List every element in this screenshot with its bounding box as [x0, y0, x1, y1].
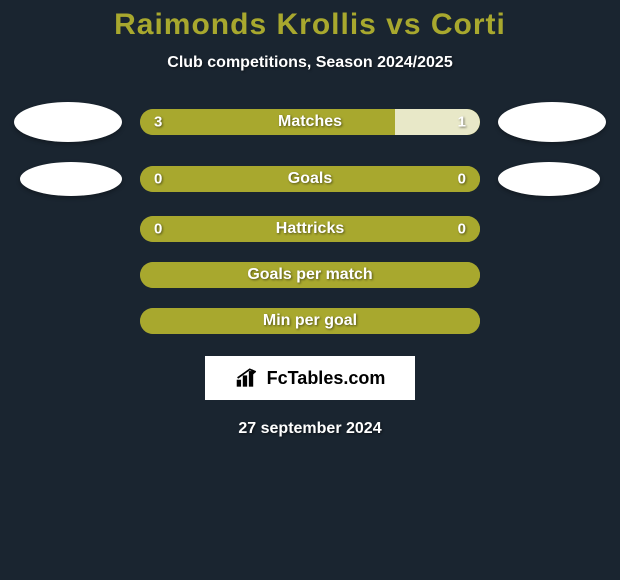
player-avatar-right — [498, 162, 600, 196]
page-title: Raimonds Krollis vs Corti — [114, 8, 506, 42]
date-label: 27 september 2024 — [238, 420, 381, 438]
stat-value-right: 0 — [458, 171, 466, 188]
stat-label: Min per goal — [263, 312, 357, 330]
bar-fill-right — [395, 109, 480, 135]
stat-label: Hattricks — [276, 220, 344, 238]
stat-bar: Goals per match — [140, 262, 480, 288]
stat-row: Goals per match — [0, 262, 620, 288]
stat-row: Min per goal — [0, 308, 620, 334]
stat-label: Goals — [288, 170, 332, 188]
chart-icon — [235, 367, 261, 389]
stat-row: Matches 3 1 — [0, 102, 620, 142]
stat-row: Hattricks 0 0 — [0, 216, 620, 242]
stat-bar: Matches 3 1 — [140, 109, 480, 135]
stat-label: Matches — [278, 113, 342, 131]
stat-value-right: 0 — [458, 221, 466, 238]
stat-bar: Hattricks 0 0 — [140, 216, 480, 242]
stat-rows: Matches 3 1 Goals 0 0 Hattricks 0 0 Goals per mat… — [0, 102, 620, 334]
comparison-container: Raimonds Krollis vs Corti Club competiti… — [0, 0, 620, 580]
stat-value-right: 1 — [458, 114, 466, 131]
logo-box: FcTables.com — [205, 356, 415, 400]
stat-row: Goals 0 0 — [0, 162, 620, 196]
stat-label: Goals per match — [247, 266, 372, 284]
logo-text: FcTables.com — [267, 368, 386, 389]
stat-value-left: 3 — [154, 114, 162, 131]
player-avatar-right — [498, 102, 606, 142]
player-avatar-left — [14, 102, 122, 142]
stat-bar: Min per goal — [140, 308, 480, 334]
page-subtitle: Club competitions, Season 2024/2025 — [167, 54, 452, 72]
player-avatar-left — [20, 162, 122, 196]
bar-fill-left — [140, 109, 395, 135]
stat-bar: Goals 0 0 — [140, 166, 480, 192]
stat-value-left: 0 — [154, 221, 162, 238]
stat-value-left: 0 — [154, 171, 162, 188]
